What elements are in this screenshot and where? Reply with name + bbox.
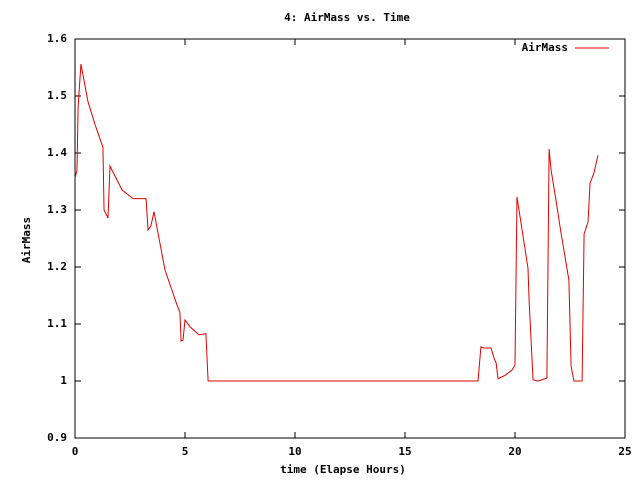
x-axis-label: time (Elapse Hours) bbox=[280, 463, 406, 476]
y-tick-label: 1 bbox=[60, 374, 67, 387]
x-tick-label: 10 bbox=[288, 445, 301, 458]
chart-title: 4: AirMass vs. Time bbox=[284, 11, 410, 24]
y-axis-label: AirMass bbox=[20, 217, 33, 263]
plot-frame bbox=[74, 38, 626, 439]
y-tick-label: 0.9 bbox=[47, 431, 67, 444]
legend-label: AirMass bbox=[522, 41, 568, 54]
x-tick-label: 0 bbox=[72, 445, 79, 458]
data-line bbox=[74, 63, 599, 382]
y-tick-label: 1.5 bbox=[47, 89, 67, 102]
y-tick-label: 1.4 bbox=[47, 146, 67, 159]
y-tick-label: 1.1 bbox=[47, 317, 67, 330]
y-tick-label: 1.3 bbox=[47, 203, 67, 216]
x-tick-label: 15 bbox=[398, 445, 411, 458]
x-tick-label: 25 bbox=[618, 445, 631, 458]
x-tick-label: 20 bbox=[508, 445, 521, 458]
y-tick-label: 1.6 bbox=[47, 32, 67, 45]
y-tick-label: 1.2 bbox=[47, 260, 67, 273]
x-tick-label: 5 bbox=[182, 445, 189, 458]
